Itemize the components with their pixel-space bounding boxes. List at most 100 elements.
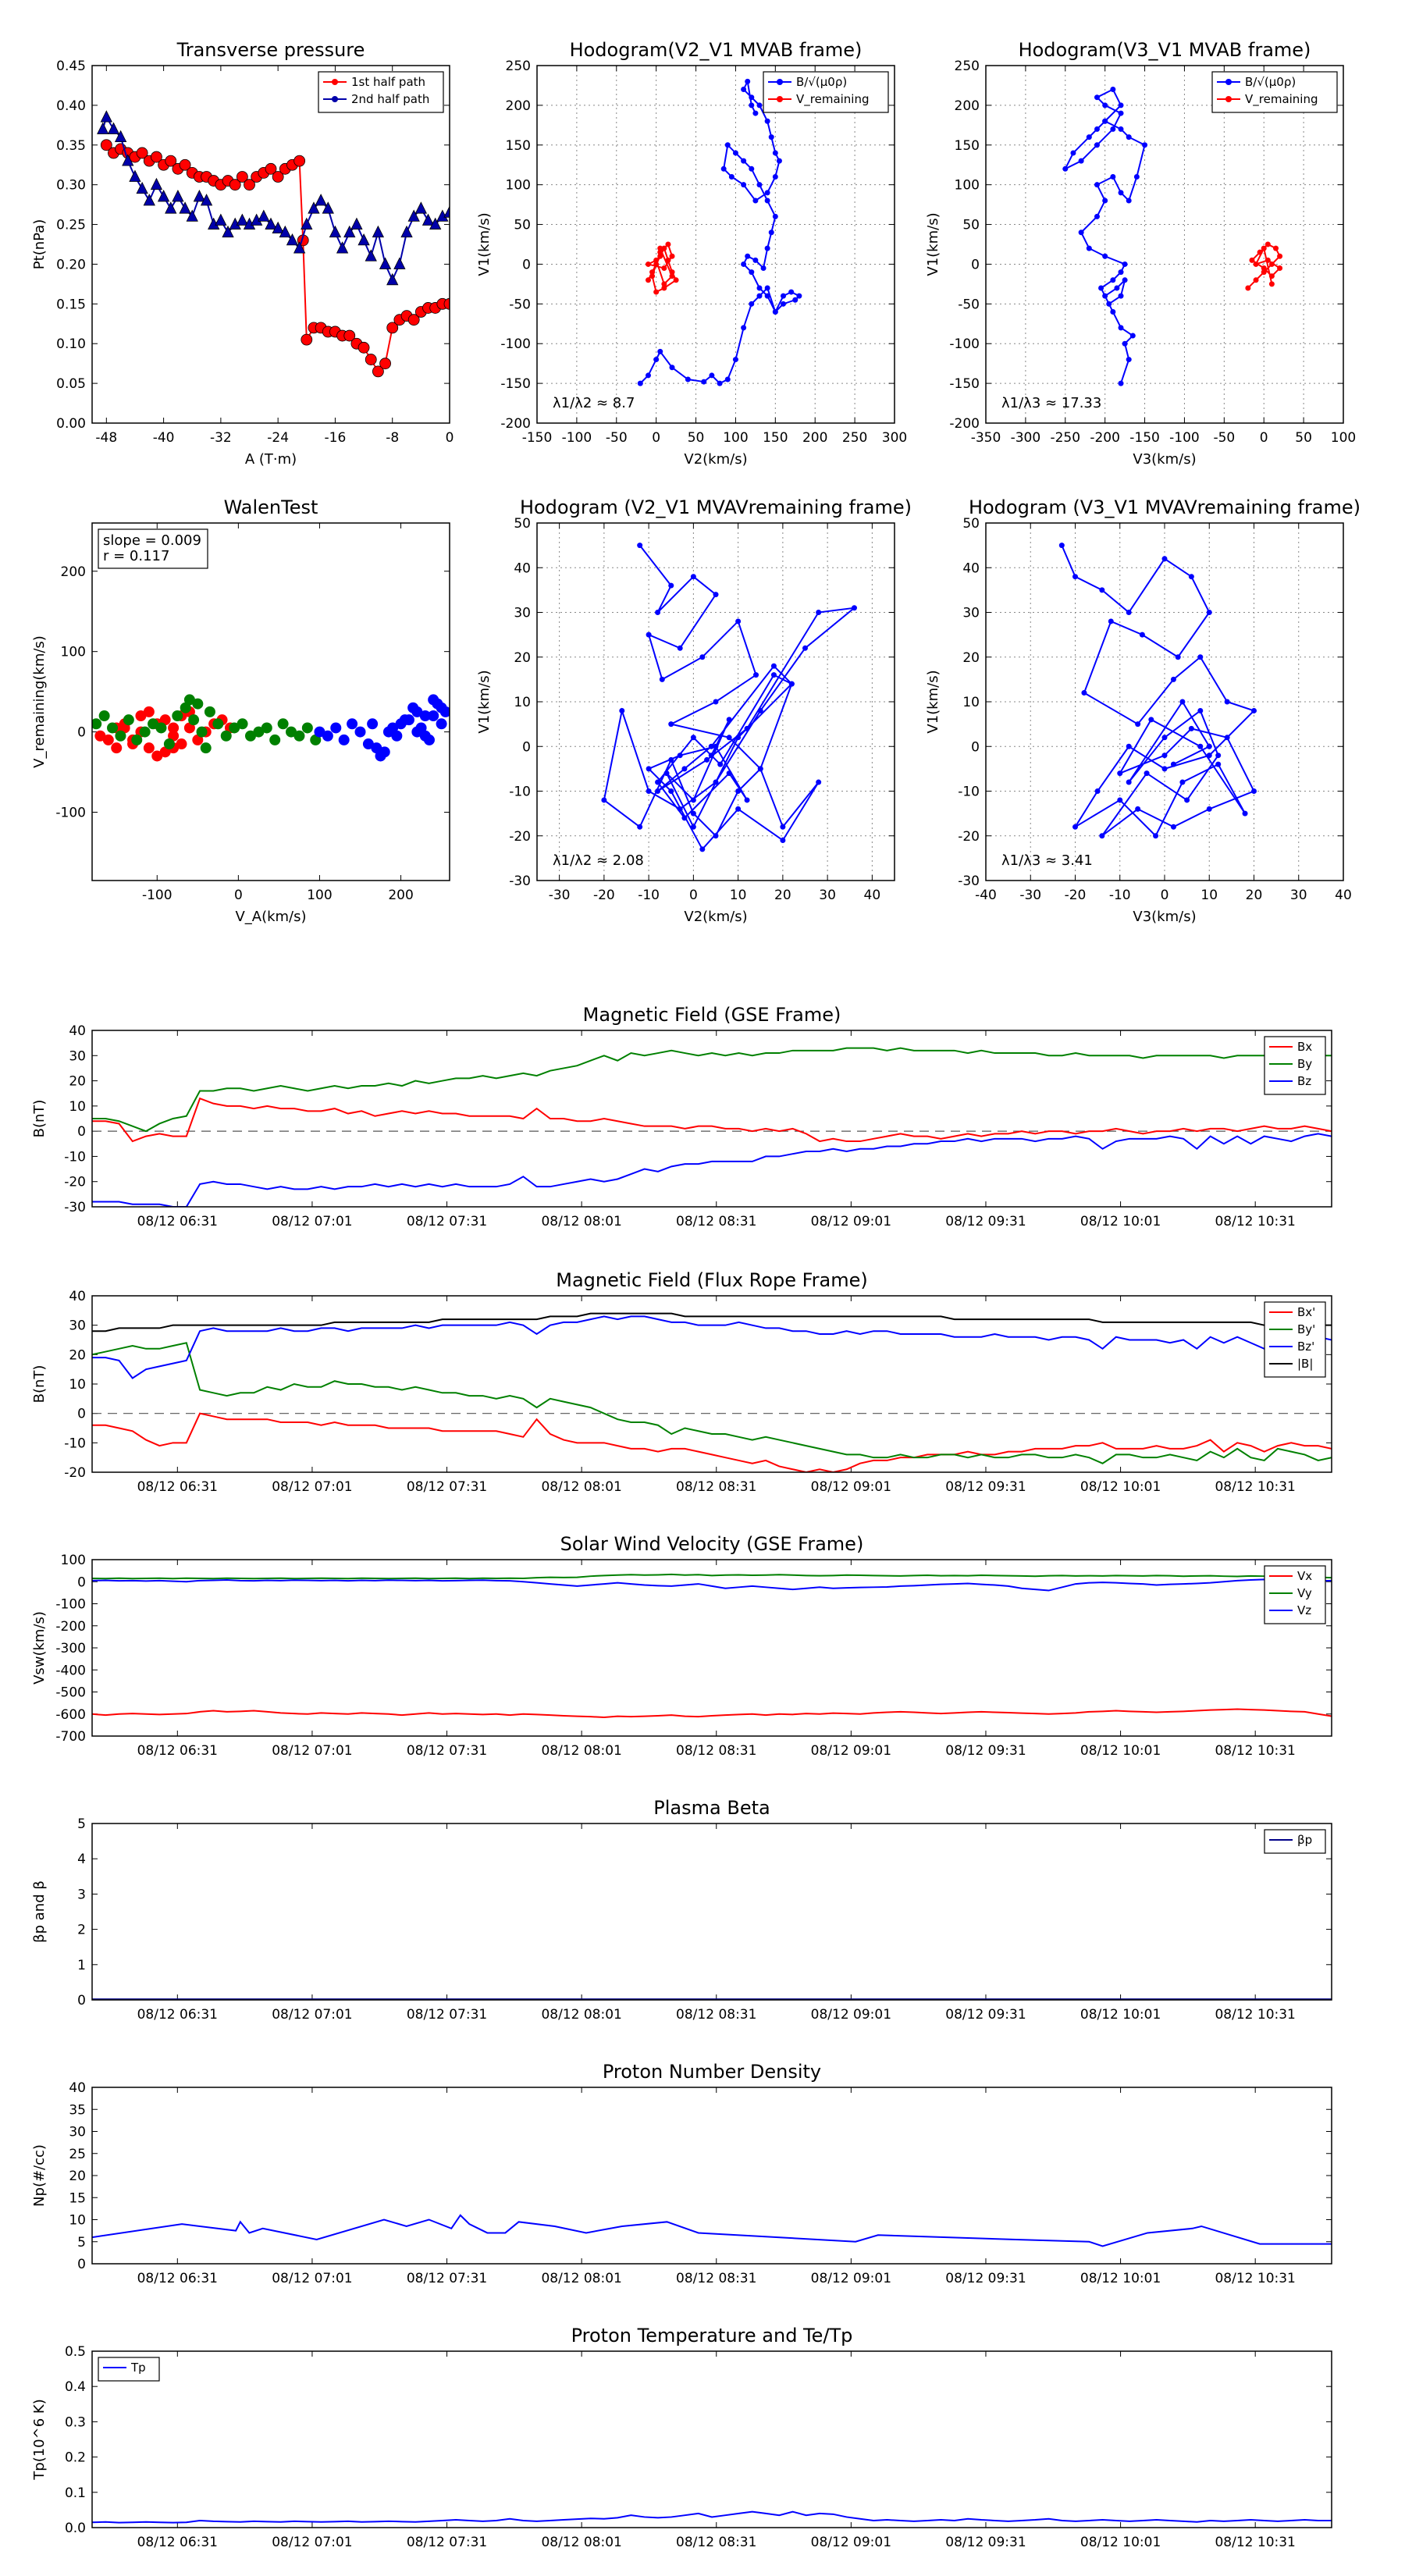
- x-tick-label: 08/12 08:31: [676, 2007, 756, 2023]
- x-tick-label: 08/12 09:01: [811, 1743, 891, 1759]
- data-layer: [92, 1312, 1332, 1472]
- data-point: [172, 190, 184, 202]
- data-point: [1153, 833, 1159, 839]
- series-Vx: [92, 1708, 1332, 1718]
- annotation-line: r = 0.117: [103, 548, 169, 564]
- data-point: [669, 253, 675, 259]
- y-tick-label: 100: [61, 645, 86, 660]
- x-tick-label: 100: [723, 430, 748, 446]
- data-point: [645, 277, 651, 283]
- x-tick-label: 50: [1295, 430, 1312, 446]
- y-tick-label: 0.4: [65, 2379, 86, 2395]
- series-V_remaining: [1245, 241, 1283, 291]
- data-point: [726, 735, 732, 741]
- data-point: [286, 233, 299, 246]
- y-tick-label: -500: [55, 1685, 86, 1701]
- data-point: [1108, 618, 1114, 624]
- legend: Vx Vy Vz: [1264, 1565, 1326, 1624]
- y-tick-label: 250: [506, 59, 531, 74]
- series-Vy: [92, 1573, 1332, 1580]
- data-point: [726, 770, 732, 777]
- data-point: [732, 357, 738, 363]
- data-point: [143, 742, 155, 754]
- y-tick-label: 20: [69, 1347, 86, 1363]
- x-tick-label: 08/12 10:31: [1215, 1743, 1295, 1759]
- y-tick-label: 25: [69, 2147, 86, 2162]
- data-point: [1161, 556, 1168, 562]
- y-tick-label: 10: [69, 1099, 86, 1115]
- data-point: [1245, 285, 1251, 291]
- x-tick-label: 08/12 07:31: [407, 1214, 487, 1229]
- data-point: [265, 162, 277, 175]
- x-tick-label: -150: [522, 430, 553, 446]
- panel-title: WalenTest: [224, 496, 318, 518]
- data-point: [661, 245, 667, 251]
- data-point: [741, 182, 747, 188]
- data-point: [168, 730, 180, 742]
- x-tick-label: -50: [606, 430, 628, 446]
- data-point: [429, 217, 442, 229]
- data-point: [713, 743, 719, 749]
- y-tick-label: 20: [69, 2169, 86, 2184]
- data-layer: [1062, 87, 1283, 386]
- data-point: [1197, 654, 1204, 660]
- data-point: [1161, 766, 1168, 772]
- panel-tp: Proton Temperature and Te/Tp 08/12 06:31 0…: [31, 2325, 1332, 2550]
- data-point: [372, 225, 385, 238]
- legend: Bx' By' Bz' |B|: [1264, 1301, 1326, 1378]
- x-tick-label: 08/12 08:31: [676, 2271, 756, 2286]
- data-point: [655, 779, 661, 785]
- y-axis-label: Pt(nPa): [31, 219, 48, 269]
- legend-label: Bz': [1297, 1340, 1314, 1354]
- y-tick-label: -30: [958, 873, 980, 889]
- data-point: [659, 676, 665, 682]
- y-tick-label: 0.15: [56, 297, 86, 312]
- legend-label: 2nd half path: [351, 92, 429, 106]
- data-point: [367, 718, 379, 730]
- y-tick-label: -20: [64, 1465, 86, 1481]
- data-point: [653, 357, 660, 363]
- data-point: [159, 714, 171, 726]
- y-tick-label: 0.45: [56, 59, 86, 74]
- data-layer: [92, 1573, 1332, 1718]
- y-tick-label: 40: [69, 1023, 86, 1039]
- panel-np: Proton Number Density 08/12 06:31 08/12 07…: [31, 2061, 1332, 2286]
- plot-frame: [985, 65, 1344, 424]
- plot-frame: [91, 1559, 1332, 1737]
- data-point: [1110, 277, 1116, 283]
- data-point: [244, 730, 256, 742]
- x-tick-label: 08/12 09:31: [945, 2535, 1026, 2550]
- y-tick-label: 0.20: [56, 257, 86, 272]
- data-point: [1251, 788, 1257, 794]
- data-point: [726, 717, 732, 723]
- y-tick-label: -100: [55, 1597, 86, 1613]
- data-point: [1251, 707, 1257, 713]
- series-By': [92, 1342, 1332, 1464]
- data-point: [157, 190, 170, 202]
- y-tick-label: 30: [69, 2125, 86, 2140]
- panel-title: Proton Number Density: [603, 2061, 821, 2083]
- plot-frame: [536, 522, 895, 881]
- y-tick-label: 0: [77, 1124, 86, 1140]
- x-tick-label: 100: [1331, 430, 1356, 446]
- x-tick-label: -100: [142, 888, 173, 903]
- data-point: [1179, 779, 1186, 785]
- x-tick-label: -30: [549, 888, 571, 903]
- data-point: [179, 158, 191, 171]
- x-tick-label: 08/12 10:31: [1215, 1479, 1295, 1495]
- legend-frame: [1264, 1829, 1326, 1854]
- data-point: [732, 150, 738, 156]
- data-point: [1126, 197, 1132, 204]
- data-point: [669, 273, 675, 279]
- y-tick-label: 0: [77, 1993, 86, 2008]
- legend-label: Tp: [130, 2361, 146, 2375]
- x-tick-label: 08/12 07:01: [272, 2007, 352, 2023]
- data-point: [677, 753, 683, 759]
- data-point: [770, 672, 777, 678]
- data-point: [422, 213, 435, 226]
- x-tick-label: 100: [307, 888, 332, 903]
- data-point: [1078, 158, 1084, 164]
- data-point: [741, 325, 747, 331]
- data-point: [163, 738, 175, 750]
- data-point: [279, 225, 291, 238]
